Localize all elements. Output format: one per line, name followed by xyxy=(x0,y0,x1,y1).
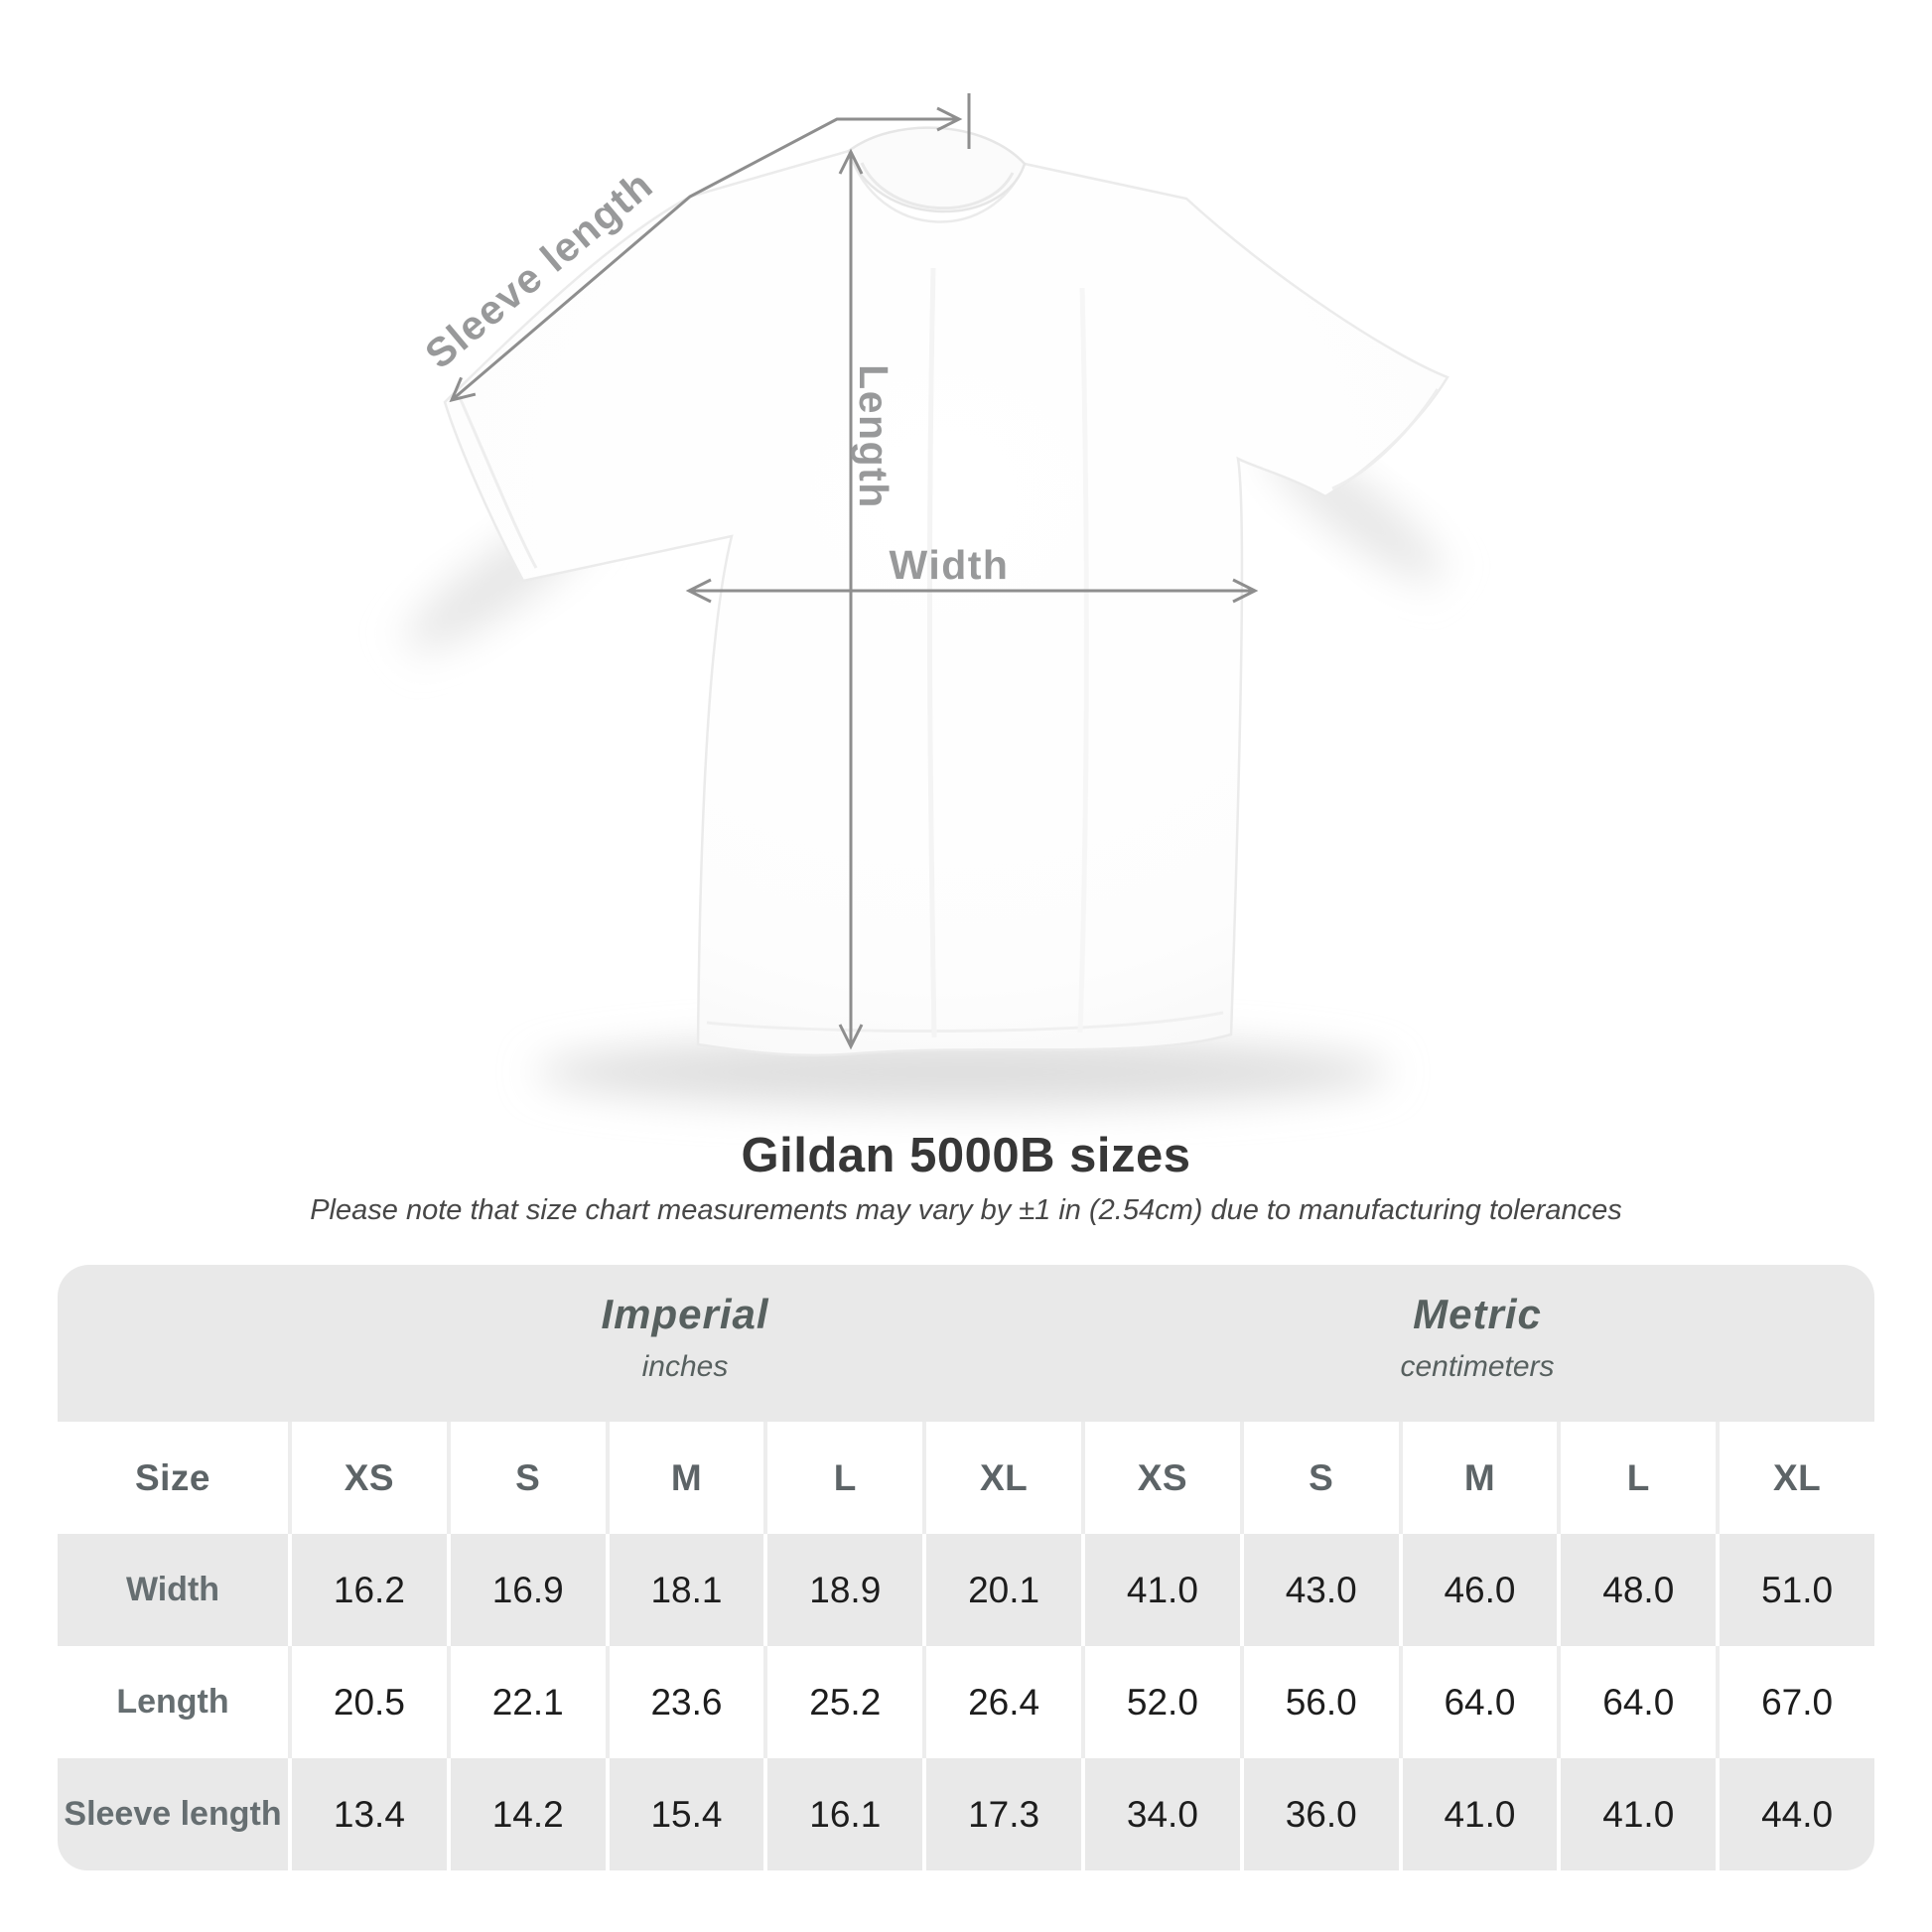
sleeve-dimension-arrow xyxy=(449,106,963,403)
table-cell: 23.6 xyxy=(605,1646,764,1758)
table-cell: 67.0 xyxy=(1716,1646,1874,1758)
table-cell: 52.0 xyxy=(1081,1646,1240,1758)
column-header: XL xyxy=(1716,1422,1874,1534)
table-cell: 20.5 xyxy=(288,1646,447,1758)
table-cell: 25.2 xyxy=(763,1646,923,1758)
table-cell: 41.0 xyxy=(1398,1758,1558,1870)
table-cell: 41.0 xyxy=(1557,1758,1717,1870)
metric-label: Metric xyxy=(1413,1291,1542,1337)
table-cell: 16.1 xyxy=(763,1758,923,1870)
length-dimension-label: Length xyxy=(851,364,897,509)
tolerance-note: Please note that size chart measurements… xyxy=(310,1194,1622,1226)
column-header: XS xyxy=(1081,1422,1240,1534)
table-cell: 64.0 xyxy=(1398,1646,1558,1758)
row-label-sleeve-length: Sleeve length xyxy=(58,1758,288,1870)
table-cell: 44.0 xyxy=(1716,1758,1874,1870)
table-cell: 64.0 xyxy=(1557,1646,1717,1758)
size-table-grid: Size XS S M L XL XS S M L XL Width 16.2 … xyxy=(58,1422,1874,1870)
table-cell: 16.9 xyxy=(446,1534,606,1646)
table-cell: 20.1 xyxy=(922,1534,1081,1646)
table-cell: 26.4 xyxy=(922,1646,1081,1758)
column-header: M xyxy=(1398,1422,1558,1534)
table-cell: 15.4 xyxy=(605,1758,764,1870)
metric-sublabel: centimeters xyxy=(1400,1350,1555,1383)
column-header: L xyxy=(763,1422,923,1534)
table-cell: 48.0 xyxy=(1557,1534,1717,1646)
page-title: Gildan 5000B sizes xyxy=(741,1129,1191,1182)
unit-group-imperial: Imperial inches xyxy=(601,1291,768,1384)
table-cell: 18.1 xyxy=(605,1534,764,1646)
table-cell: 51.0 xyxy=(1716,1534,1874,1646)
table-cell: 43.0 xyxy=(1239,1534,1399,1646)
table-cell: 46.0 xyxy=(1398,1534,1558,1646)
column-header: L xyxy=(1557,1422,1717,1534)
imperial-sublabel: inches xyxy=(641,1350,729,1383)
table-cell: 14.2 xyxy=(446,1758,606,1870)
table-cell: 22.1 xyxy=(446,1646,606,1758)
column-header: XS xyxy=(288,1422,447,1534)
column-header: S xyxy=(446,1422,606,1534)
column-header: M xyxy=(605,1422,764,1534)
table-cell: 56.0 xyxy=(1239,1646,1399,1758)
row-label-width: Width xyxy=(58,1534,288,1646)
width-dimension-label: Width xyxy=(890,542,1010,588)
unit-group-metric: Metric centimeters xyxy=(1400,1291,1554,1384)
table-cell: 36.0 xyxy=(1239,1758,1399,1870)
table-cell: 18.9 xyxy=(763,1534,923,1646)
size-table: Imperial inches Metric centimeters Size … xyxy=(58,1265,1874,1870)
imperial-label: Imperial xyxy=(601,1291,769,1337)
table-cell: 16.2 xyxy=(288,1534,447,1646)
column-header: S xyxy=(1239,1422,1399,1534)
table-cell: 34.0 xyxy=(1081,1758,1240,1870)
column-header-size: Size xyxy=(58,1422,288,1534)
unit-header-band: Imperial inches Metric centimeters xyxy=(58,1265,1874,1422)
table-cell: 17.3 xyxy=(922,1758,1081,1870)
column-header: XL xyxy=(922,1422,1081,1534)
row-label-length: Length xyxy=(58,1646,288,1758)
table-cell: 13.4 xyxy=(288,1758,447,1870)
table-cell: 41.0 xyxy=(1081,1534,1240,1646)
